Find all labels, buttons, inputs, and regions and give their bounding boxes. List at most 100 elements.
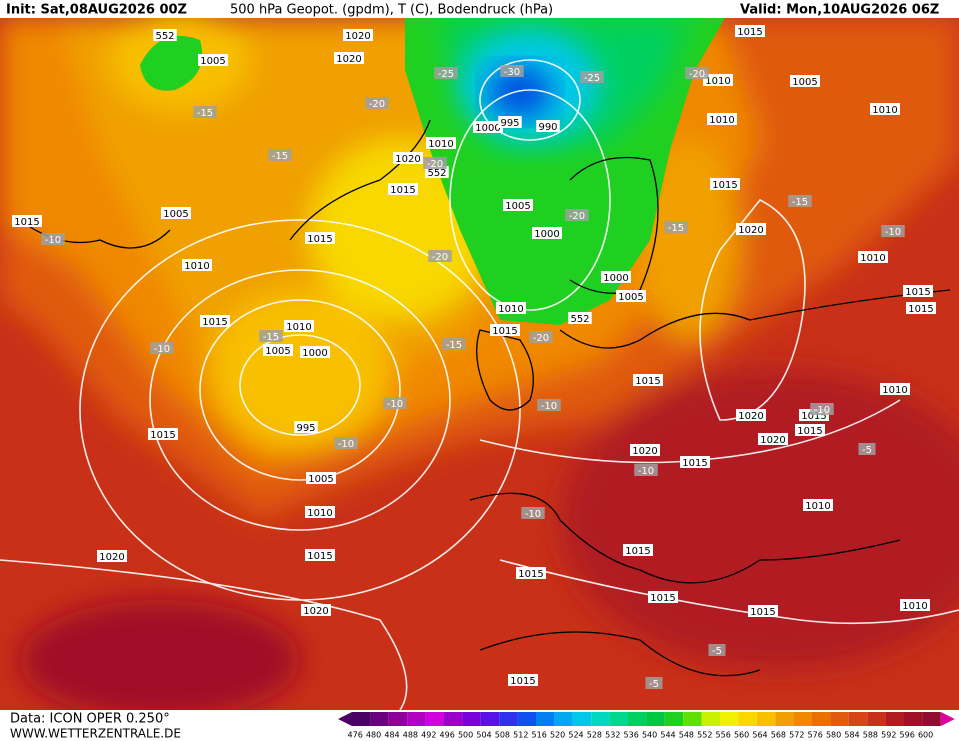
init-time: Init: Sat,08AUG2026 00Z	[6, 3, 187, 18]
height-label: 552	[155, 31, 174, 42]
pressure-label: 1010	[709, 115, 734, 126]
pressure-label: 1010	[902, 601, 927, 612]
scale-swatch	[480, 712, 500, 726]
scale-label: 480	[366, 731, 381, 740]
scale-swatch	[572, 712, 592, 726]
temperature-label-box	[434, 67, 458, 79]
scale-label: 572	[789, 731, 804, 740]
scale-swatch	[867, 712, 886, 726]
pressure-label: 1020	[336, 54, 361, 65]
scale-swatch	[352, 712, 371, 726]
pressure-label-box	[736, 409, 766, 421]
temperature-label: -10	[154, 344, 170, 355]
pressure-label: 1020	[99, 552, 124, 563]
pressure-label: 1020	[395, 154, 420, 165]
scale-swatch	[591, 712, 610, 726]
pressure-label: 1015	[905, 287, 930, 298]
scale-label: 596	[900, 731, 915, 740]
pressure-label-box	[496, 302, 526, 314]
pressure-label-box	[508, 674, 538, 686]
pressure-label: 1015	[908, 304, 933, 315]
scale-swatch	[701, 712, 720, 726]
pressure-label: 1010	[428, 139, 453, 150]
pressure-label-box	[710, 178, 740, 190]
temperature-label-box	[41, 233, 65, 245]
scale-swatch	[848, 712, 868, 726]
scale-label: 536	[624, 731, 639, 740]
temperature-label-box	[645, 677, 663, 689]
pressure-label-box	[900, 599, 930, 611]
pressure-label-box	[294, 421, 318, 433]
scale-label: 520	[550, 731, 565, 740]
pressure-label-box	[532, 227, 562, 239]
pressure-label-box	[161, 207, 191, 219]
color-scale: 476 480 484 488 492 496 500 504 508 512 516 520 524 5…	[338, 712, 955, 740]
pressure-label-box	[182, 259, 212, 271]
pressure-label-box	[490, 324, 520, 336]
scale-label: 552	[697, 731, 712, 740]
scale-swatch	[683, 712, 702, 726]
scale-swatch	[499, 712, 518, 726]
temperature-label: -20	[569, 211, 585, 222]
temperature-label: -20	[533, 333, 549, 344]
temperature-label-box	[580, 71, 604, 83]
pressure-label: 1015	[14, 217, 39, 228]
scale-label: 496	[440, 731, 455, 740]
pressure-label-box	[803, 499, 833, 511]
pressure-label: 1010	[184, 261, 209, 272]
pressure-label: 990	[538, 122, 557, 133]
temperature-label: -20	[689, 69, 705, 80]
pressure-label: 1005	[792, 77, 817, 88]
temperature-label: -10	[885, 227, 901, 238]
pressure-label: 1020	[303, 606, 328, 617]
pressure-label-box	[305, 232, 335, 244]
header-bar	[0, 0, 959, 18]
pressure-label: 1010	[498, 304, 523, 315]
scale-swatch	[554, 712, 573, 726]
temperature-label: -15	[792, 197, 808, 208]
temperature-label: -15	[197, 108, 213, 119]
pressure-label: 1010	[860, 253, 885, 264]
temperature-label-box	[423, 157, 447, 169]
scale-swatch	[462, 712, 481, 726]
temperature-label: -20	[427, 159, 443, 170]
scale-label: 600	[918, 731, 933, 740]
pressure-label: 1015	[712, 180, 737, 191]
temperature-label-box	[788, 195, 812, 207]
temperature-label: -25	[438, 69, 454, 80]
pressure-label-box	[736, 223, 766, 235]
temperature-label: -15	[263, 332, 279, 343]
pressure-label-box	[870, 103, 900, 115]
temperature-label: -20	[432, 252, 448, 263]
temperature-label-box	[259, 330, 283, 342]
map-field	[0, 10, 959, 720]
temperature-label: -10	[525, 509, 541, 520]
temperature-label-box	[708, 644, 726, 656]
pressure-label: 1015	[635, 376, 660, 387]
pressure-label-box	[790, 75, 820, 87]
temperature-label: -15	[668, 223, 684, 234]
pressure-label-box	[153, 29, 177, 41]
temperature-label-box	[664, 221, 688, 233]
temperature-label-box	[537, 399, 561, 411]
pressure-label: 1005	[200, 56, 225, 67]
temperature-label: -15	[446, 340, 462, 351]
pressure-label-box	[305, 506, 335, 518]
pressure-label-box	[633, 374, 663, 386]
pressure-label: 1015	[797, 426, 822, 437]
scale-label: 524	[568, 731, 583, 740]
scale-label: 564	[752, 731, 767, 740]
temperature-label-box	[634, 464, 658, 476]
pressure-label: 1005	[163, 209, 188, 220]
temperature-label: -10	[814, 405, 830, 416]
pressure-label-box	[148, 428, 178, 440]
pressure-label-box	[735, 25, 765, 37]
pressure-label: 1010	[705, 76, 730, 87]
pressure-label-box	[623, 544, 653, 556]
scale-label: 504	[476, 731, 491, 740]
pressure-label-box	[198, 54, 228, 66]
pressure-label: 1015	[518, 569, 543, 580]
pressure-label: 1020	[345, 31, 370, 42]
temperature-label-box	[521, 507, 545, 519]
pressure-label: 1015	[307, 551, 332, 562]
